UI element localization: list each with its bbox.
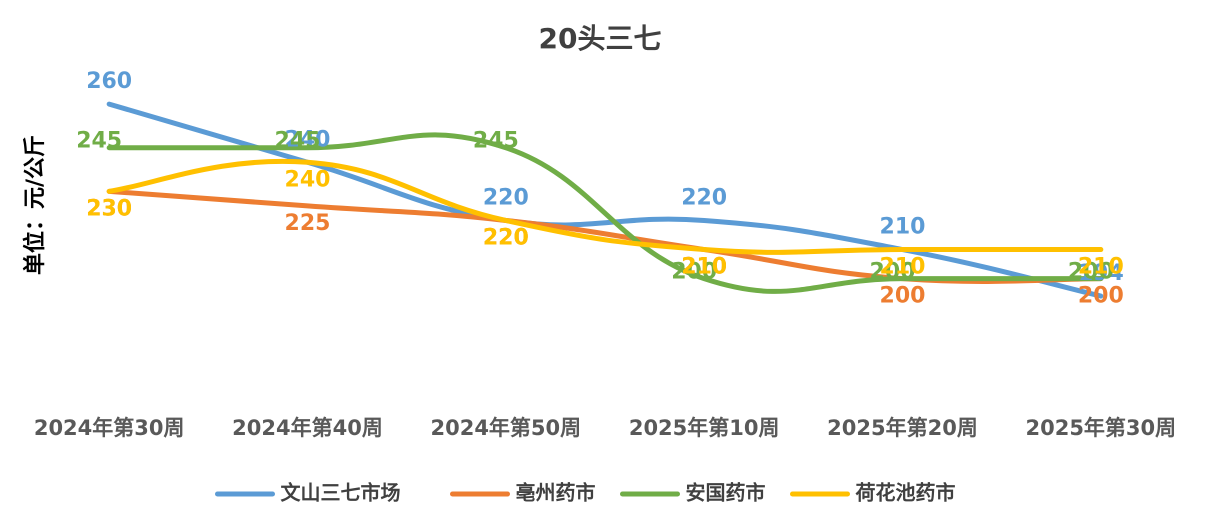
data-label: 230 [86,196,132,221]
legend: 文山三七市场 亳州药市 安国药市 荷花池药市 [215,481,956,505]
x-tick-label: 2025年第10周 [629,416,780,440]
legend-label: 文山三七市场 [281,481,401,505]
x-tick-label: 2024年第30周 [34,416,185,440]
data-label: 240 [285,167,331,192]
series-lines [106,101,1104,299]
data-label: 245 [76,129,122,154]
legend-item: 荷花池药市 [790,481,956,505]
x-tick-label: 2024年第50周 [430,416,581,440]
data-label: 200 [870,260,916,285]
x-tick-label: 2025年第30周 [1025,416,1176,440]
data-label: 220 [483,225,529,250]
data-label: 230 [86,196,132,221]
data-label: 200 [880,284,926,309]
chart-title: 20头三七 [539,22,662,55]
data-label: 194 [1078,261,1124,286]
data-label: 200 [671,260,717,285]
y-axis-label: 单位：元/公斤 [22,135,48,275]
data-label: 210 [1078,255,1124,280]
data-label: 210 [880,255,926,280]
series-line-2 [106,132,1104,294]
x-tick-label: 2025年第20周 [827,416,978,440]
series-line-1 [106,188,1104,284]
data-label: 260 [86,69,132,94]
data-label: 240 [285,127,331,152]
legend-label: 亳州药市 [516,481,596,505]
data-label: 200 [1068,260,1114,285]
legend-label: 荷花池药市 [856,481,956,505]
series-line-3 [106,158,1104,255]
data-label: 210 [681,255,727,280]
data-label: 245 [473,129,519,154]
x-axis-tick-labels: 2024年第30周 2024年第40周 2024年第50周 2025年第10周 2025… [34,416,1176,440]
legend-label: 安国药市 [686,481,766,505]
data-label: 220 [681,185,727,210]
data-label: 220 [483,225,529,250]
legend-item: 安国药市 [620,481,766,505]
legend-item: 文山三七市场 [215,481,401,505]
data-label: 225 [285,211,331,236]
data-label: 210 [880,215,926,240]
data-label: 220 [483,185,529,210]
legend-item: 亳州药市 [450,481,596,505]
series-line-0 [106,101,1104,299]
data-label: 210 [681,255,727,280]
data-label: 200 [1078,284,1124,309]
x-tick-label: 2024年第40周 [232,416,383,440]
data-label: 245 [275,129,321,154]
